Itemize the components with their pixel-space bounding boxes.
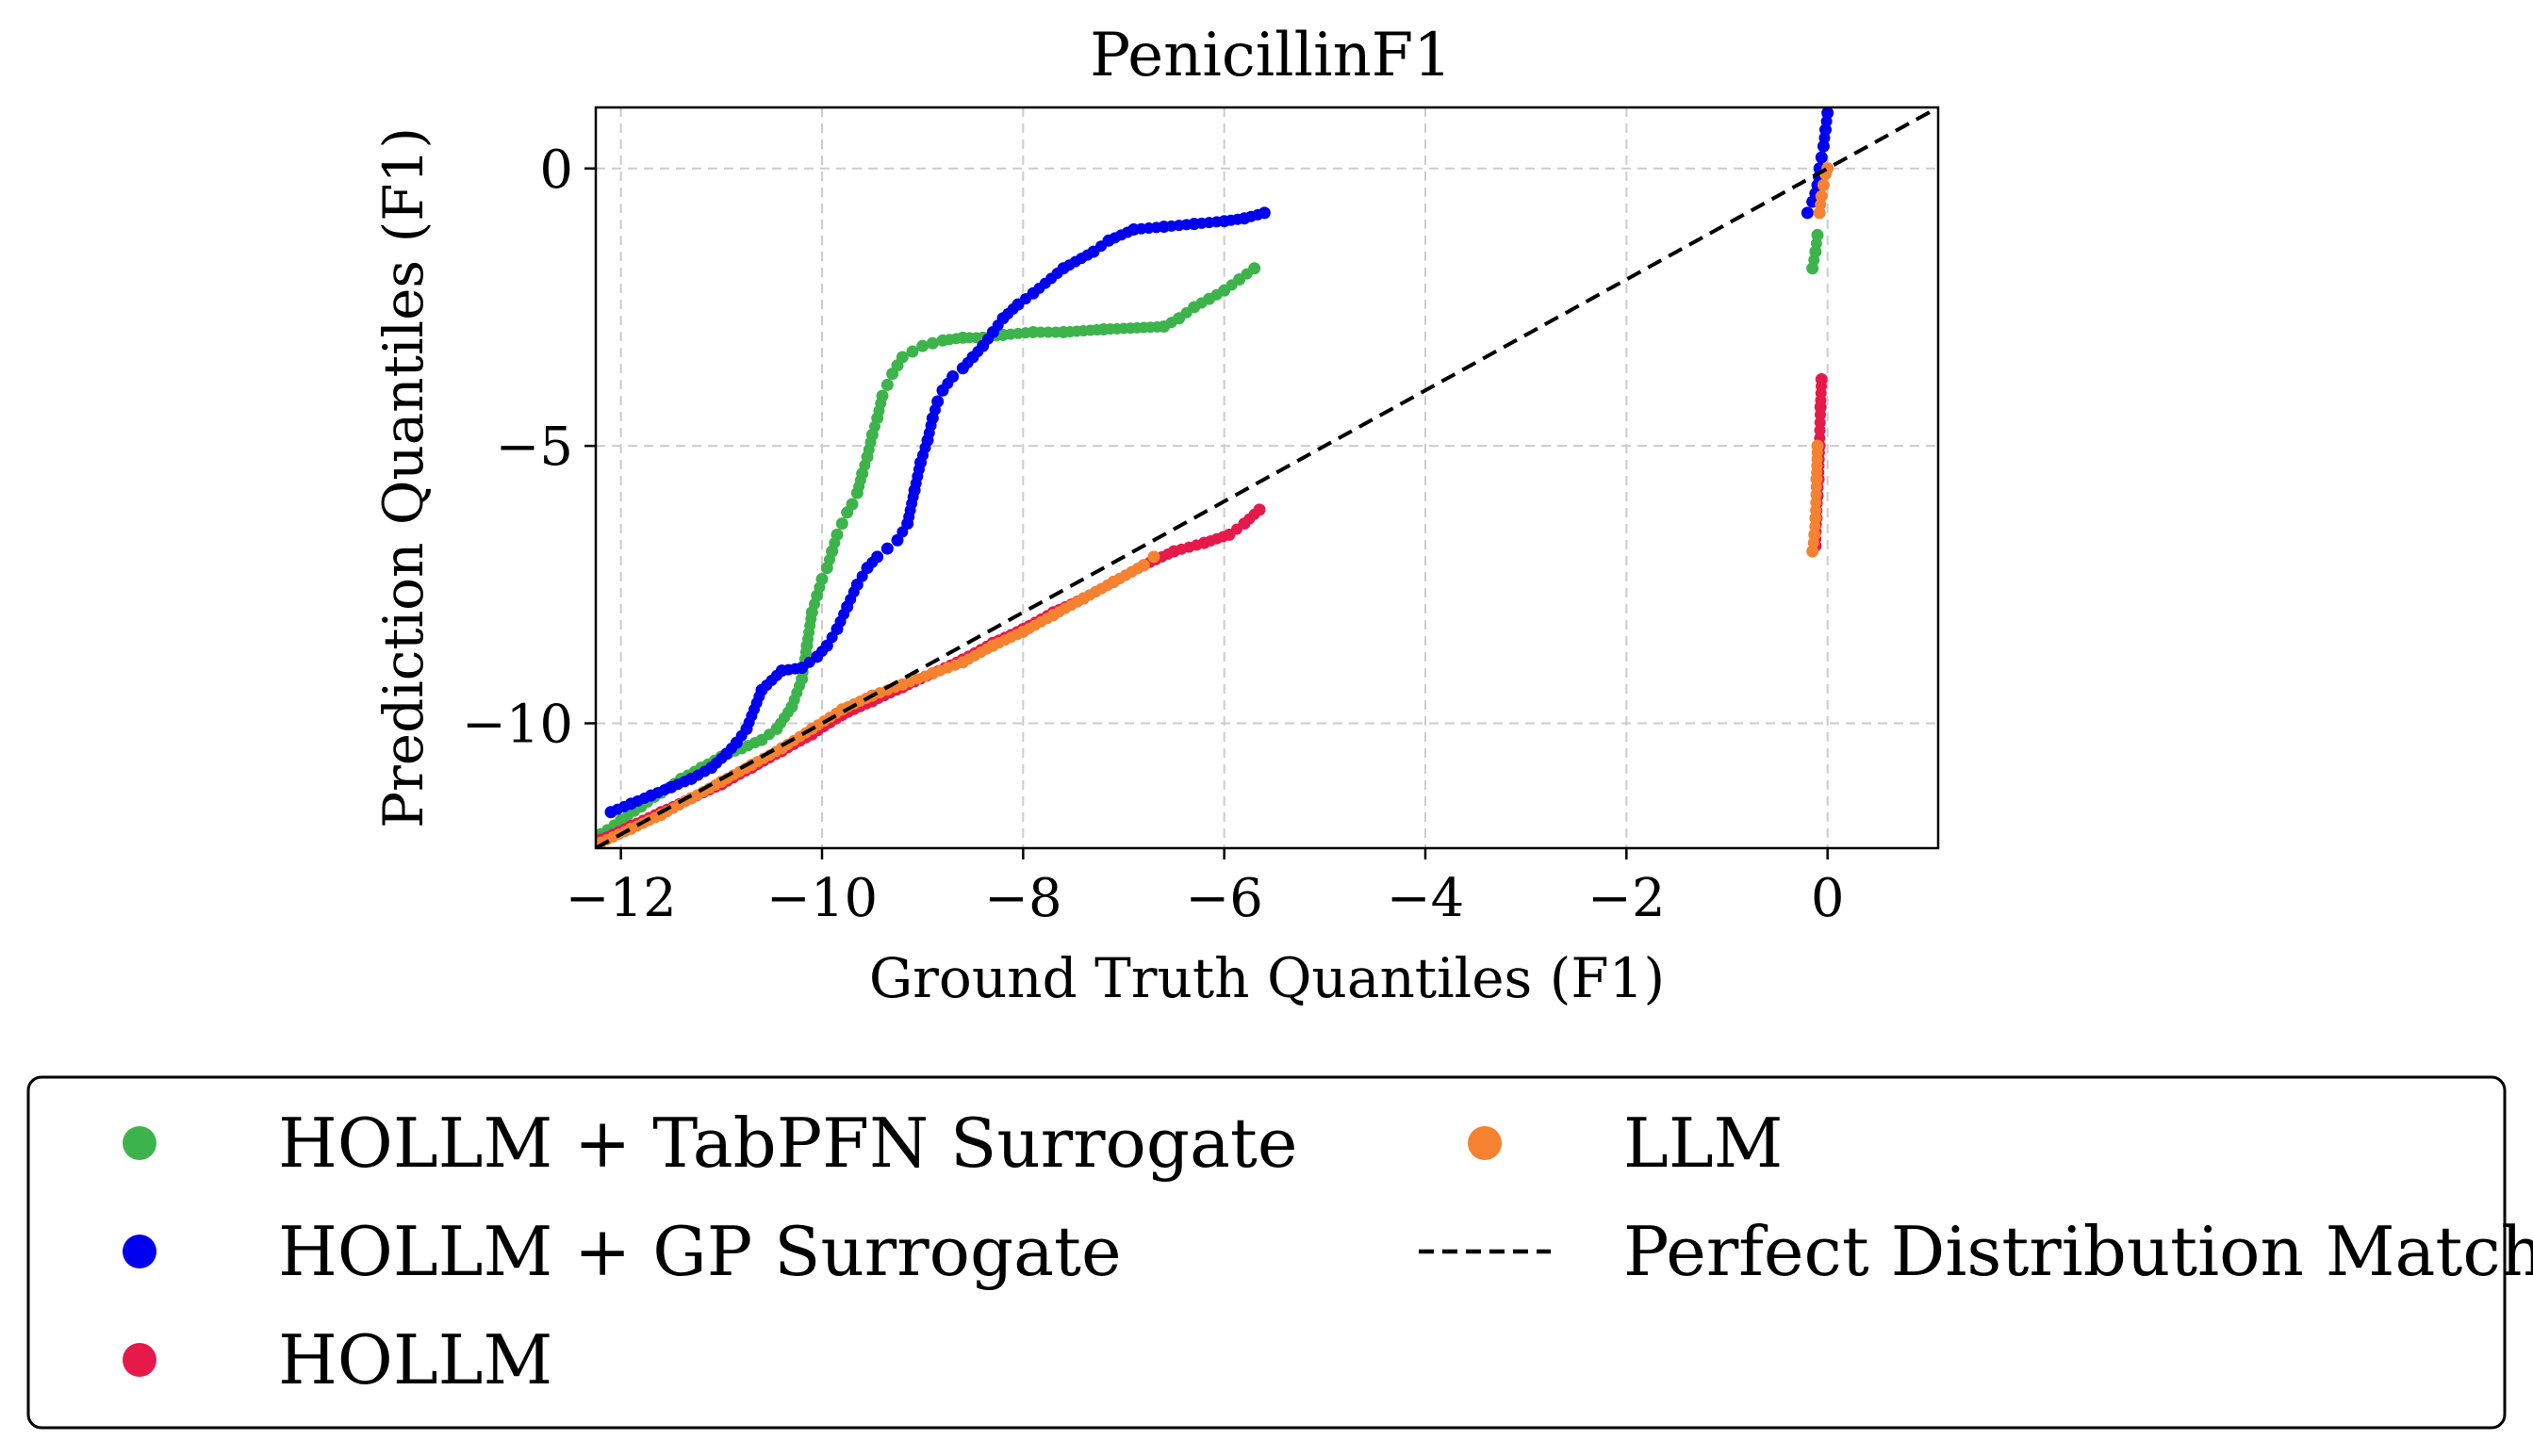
- data-point: [1801, 206, 1814, 220]
- plot-area: [594, 106, 1940, 850]
- legend-item: Perfect Distribution Match: [1419, 1212, 2533, 1291]
- data-point: [831, 528, 844, 541]
- data-point: [916, 339, 929, 352]
- legend-dot-marker: [123, 1343, 156, 1377]
- data-point: [876, 389, 889, 402]
- x-axis: −12 −10 −8 −6 −4 −2 0: [566, 848, 1845, 929]
- legend-item: HOLLM + TabPFN Surrogate: [123, 1104, 1297, 1183]
- legend-item: HOLLM: [123, 1320, 552, 1399]
- chart-title: PenicillinF1: [1090, 21, 1452, 90]
- x-axis-label: Ground Truth Quantiles (F1): [869, 946, 1665, 1010]
- data-point: [1253, 503, 1266, 516]
- legend-dot-marker: [1468, 1126, 1502, 1160]
- data-point: [1815, 372, 1828, 385]
- data-point: [835, 517, 848, 531]
- y-axis-label: Prediction Quantiles (F1): [371, 127, 436, 828]
- x-tick-label: −6: [1185, 868, 1263, 929]
- data-point: [880, 542, 894, 555]
- series-4: [596, 107, 1938, 848]
- x-tick-label: −2: [1587, 868, 1666, 929]
- data-point: [946, 370, 960, 384]
- series-layer: [596, 107, 1938, 848]
- data-point: [1248, 262, 1261, 275]
- legend-item: LLM: [1468, 1104, 1783, 1183]
- x-tick-label: −10: [766, 868, 878, 929]
- data-point: [1815, 151, 1828, 164]
- plot-frame: [594, 106, 1940, 850]
- data-point: [846, 498, 859, 511]
- legend-label: LLM: [1623, 1104, 1783, 1183]
- reference-line: [596, 107, 1938, 848]
- data-point: [896, 351, 909, 364]
- data-point: [931, 395, 945, 408]
- legend-item: HOLLM + GP Surrogate: [123, 1212, 1122, 1291]
- data-point: [880, 378, 894, 391]
- data-point: [1811, 228, 1824, 241]
- legend-label: HOLLM + GP Surrogate: [278, 1212, 1122, 1291]
- data-point: [1147, 550, 1160, 564]
- data-point: [1137, 559, 1150, 572]
- legend-label: Perfect Distribution Match: [1623, 1212, 2533, 1291]
- data-point: [1817, 178, 1830, 191]
- legend-dot-marker: [123, 1235, 156, 1268]
- legend-label: HOLLM + TabPFN Surrogate: [278, 1104, 1297, 1183]
- legend-dot-marker: [123, 1126, 156, 1160]
- data-point: [1808, 528, 1821, 541]
- x-tick-label: −12: [566, 868, 677, 929]
- legend-label: HOLLM: [278, 1320, 552, 1399]
- data-point: [1821, 107, 1834, 120]
- data-point: [871, 550, 884, 564]
- y-tick-label: 0: [539, 139, 573, 201]
- y-axis: 0 −5 −10: [462, 139, 596, 756]
- data-point: [906, 345, 919, 358]
- data-point: [926, 336, 939, 350]
- data-point: [815, 572, 829, 585]
- x-tick-label: −8: [984, 868, 1062, 929]
- data-point: [1811, 439, 1824, 452]
- y-tick-label: −10: [462, 695, 573, 756]
- y-tick-label: −5: [495, 417, 573, 478]
- data-point: [1815, 189, 1828, 203]
- legend-frame: [26, 1075, 2507, 1430]
- x-tick-label: −4: [1387, 868, 1465, 929]
- series-1: [604, 107, 1834, 819]
- x-tick-label: 0: [1811, 868, 1845, 929]
- legend: HOLLM + TabPFN Surrogate HOLLM + GP Surro…: [26, 1075, 2533, 1430]
- data-point: [1258, 206, 1271, 220]
